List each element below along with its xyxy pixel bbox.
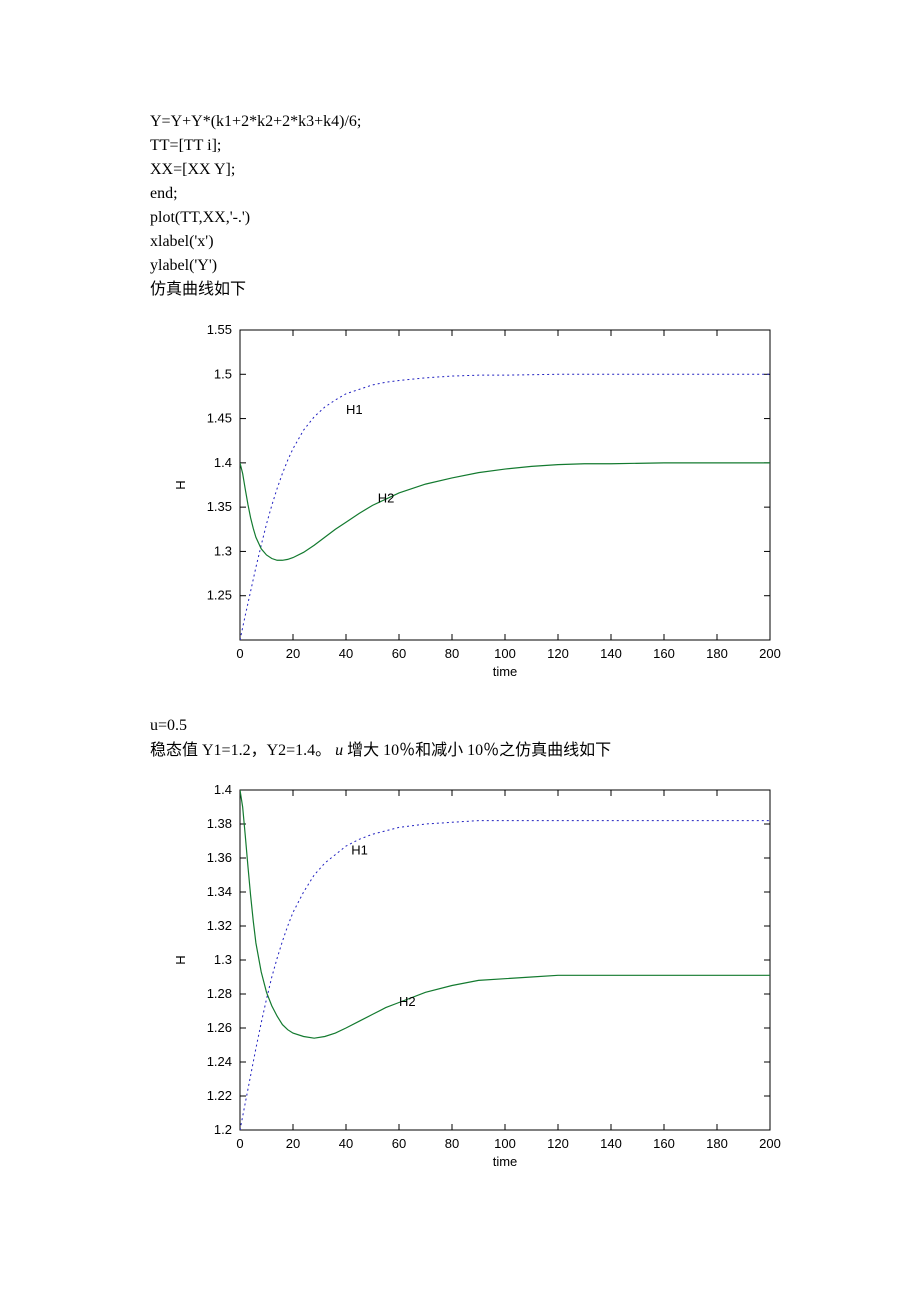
svg-text:160: 160 <box>653 1136 675 1151</box>
svg-text:1.36: 1.36 <box>207 850 232 865</box>
svg-text:1.34: 1.34 <box>207 884 232 899</box>
svg-text:1.24: 1.24 <box>207 1054 232 1069</box>
svg-text:120: 120 <box>547 1136 569 1151</box>
mid-2b: 增大 10％和减小 10％之仿真曲线如下 <box>343 742 611 759</box>
code-line: 仿真曲线如下 <box>150 278 770 302</box>
chart-2-svg: 0 20 40 60 80 100 120 140 160 180 200 1.2 1.22 1.24 1.… <box>150 780 790 1180</box>
svg-text:140: 140 <box>600 1136 622 1151</box>
svg-text:1.4: 1.4 <box>214 782 232 797</box>
svg-text:20: 20 <box>286 646 300 661</box>
svg-text:140: 140 <box>600 646 622 661</box>
code-line: ylabel('Y') <box>150 254 770 278</box>
svg-text:1.32: 1.32 <box>207 918 232 933</box>
svg-text:1.45: 1.45 <box>207 411 232 426</box>
svg-text:1.35: 1.35 <box>207 499 232 514</box>
svg-text:1.25: 1.25 <box>207 588 232 603</box>
chart-2: 0204060801001201401601802001.21.221.241.… <box>150 780 770 1180</box>
code-line: Y=Y+Y*(k1+2*k2+2*k3+k4)/6; <box>150 110 770 134</box>
svg-text:100: 100 <box>494 1136 516 1151</box>
svg-text:H2: H2 <box>378 491 395 506</box>
svg-text:1.4: 1.4 <box>214 455 232 470</box>
svg-text:1.55: 1.55 <box>207 322 232 337</box>
svg-text:1.5: 1.5 <box>214 366 232 381</box>
code-line: end; <box>150 182 770 206</box>
chart-1-svg: 0 20 40 60 80 100 120 140 160 180 200 1.25 1.3 1.35 1.… <box>150 320 790 690</box>
svg-text:180: 180 <box>706 1136 728 1151</box>
svg-text:time: time <box>493 1154 518 1169</box>
chart-1: 0204060801001201401601802001.251.31.351.… <box>150 320 770 690</box>
svg-text:20: 20 <box>286 1136 300 1151</box>
svg-text:100: 100 <box>494 646 516 661</box>
svg-text:0: 0 <box>236 1136 243 1151</box>
code-line: xlabel('x') <box>150 230 770 254</box>
mid-2a: 稳态值 Y1=1.2，Y2=1.4。 <box>150 742 331 759</box>
mid-2u: u <box>335 742 343 759</box>
svg-text:160: 160 <box>653 646 675 661</box>
svg-text:80: 80 <box>445 646 459 661</box>
code-line: plot(TT,XX,'-.') <box>150 206 770 230</box>
svg-text:H1: H1 <box>351 842 368 857</box>
svg-text:40: 40 <box>339 1136 353 1151</box>
svg-text:200: 200 <box>759 646 781 661</box>
svg-text:1.2: 1.2 <box>214 1122 232 1137</box>
code-block: Y=Y+Y*(k1+2*k2+2*k3+k4)/6; TT=[TT i]; XX… <box>150 110 770 302</box>
svg-text:H: H <box>173 480 188 489</box>
mid-line-2: 稳态值 Y1=1.2，Y2=1.4。 u 增大 10％和减小 10％之仿真曲线如… <box>150 739 770 764</box>
code-line: TT=[TT i]; <box>150 134 770 158</box>
document-page: Y=Y+Y*(k1+2*k2+2*k3+k4)/6; TT=[TT i]; XX… <box>0 0 920 1264</box>
mid-text: u=0.5 稳态值 Y1=1.2，Y2=1.4。 u 增大 10％和减小 10％… <box>150 714 770 764</box>
svg-text:0: 0 <box>236 646 243 661</box>
svg-text:H2: H2 <box>399 993 416 1008</box>
svg-text:1.38: 1.38 <box>207 816 232 831</box>
svg-text:1.3: 1.3 <box>214 543 232 558</box>
svg-text:1.22: 1.22 <box>207 1088 232 1103</box>
mid-line-1: u=0.5 <box>150 714 770 739</box>
svg-text:time: time <box>493 664 518 679</box>
svg-text:60: 60 <box>392 1136 406 1151</box>
svg-text:120: 120 <box>547 646 569 661</box>
svg-text:180: 180 <box>706 646 728 661</box>
svg-text:1.26: 1.26 <box>207 1020 232 1035</box>
svg-text:40: 40 <box>339 646 353 661</box>
svg-text:60: 60 <box>392 646 406 661</box>
svg-text:200: 200 <box>759 1136 781 1151</box>
svg-text:H1: H1 <box>346 402 363 417</box>
code-line: XX=[XX Y]; <box>150 158 770 182</box>
svg-text:H: H <box>173 955 188 964</box>
svg-text:80: 80 <box>445 1136 459 1151</box>
svg-text:1.28: 1.28 <box>207 986 232 1001</box>
svg-text:1.3: 1.3 <box>214 952 232 967</box>
